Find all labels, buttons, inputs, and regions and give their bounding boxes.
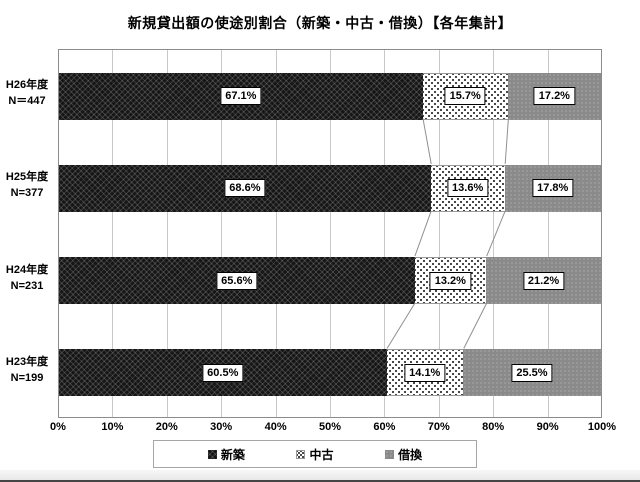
y-label-H24年度: H24年度 N=231 (0, 263, 54, 295)
segment-新築-H25年度: 68.6% (59, 164, 431, 212)
x-tick-80%: 80% (482, 421, 505, 433)
y-label-year: H25年度 (5, 171, 49, 184)
segment-借換-H26年度: 17.2% (507, 72, 601, 120)
legend-box: 新築 中古 借換 (153, 440, 477, 468)
data-label-新築-H25年度: 68.6% (224, 179, 266, 198)
legend-marker-借換 (385, 449, 395, 459)
x-tick-40%: 40% (264, 421, 287, 433)
data-label-中古-H25年度: 13.6% (447, 179, 489, 198)
y-label-n: N＝447 (8, 95, 46, 108)
x-tick-70%: 70% (427, 421, 450, 433)
y-label-year: H26年度 (5, 79, 49, 92)
segment-中古-H23年度: 14.1% (386, 349, 463, 397)
x-tick-60%: 60% (373, 421, 396, 433)
legend-label-新築: 新築 (220, 447, 245, 462)
gridline-70% (438, 50, 440, 417)
stacked-bar-H26年度: 67.1% 15.7% 17.2% (59, 72, 601, 120)
y-label-year: H23年度 (5, 355, 49, 368)
legend-marker-中古 (296, 449, 306, 459)
segment-中古-H24年度: 13.2% (414, 257, 487, 305)
x-tick-10%: 10% (101, 421, 124, 433)
gridline-90% (547, 50, 549, 417)
y-label-year: H24年度 (5, 263, 49, 276)
segment-借換-H25年度: 17.8% (504, 164, 601, 212)
gridline-10% (112, 50, 114, 417)
data-label-新築-H24年度: 65.6% (216, 271, 258, 290)
segment-借換-H24年度: 21.2% (486, 257, 601, 305)
y-label-n: N=199 (10, 371, 44, 384)
y-label-H23年度: H23年度 N=199 (0, 355, 54, 387)
segment-新築-H23年度: 60.5% (59, 349, 387, 397)
x-tick-100%: 100% (587, 421, 617, 433)
x-tick-0%: 0% (50, 421, 66, 433)
y-label-H25年度: H25年度 N=377 (0, 170, 54, 202)
legend-item-新築: 新築 (207, 446, 245, 463)
data-label-中古-H24年度: 13.2% (429, 271, 471, 290)
segment-中古-H25年度: 13.6% (430, 164, 505, 212)
gridline-40% (275, 50, 277, 417)
plot-area: 67.1% 15.7% 17.2% 68.6% 13.6% 17.8% 65.6% 13.2%… (58, 49, 602, 418)
bar-band-H25年度: 68.6% 13.6% 17.8% (59, 142, 601, 234)
data-label-新築-H26年度: 67.1% (220, 87, 262, 106)
segment-借換-H23年度: 25.5% (462, 349, 601, 397)
x-tick-90%: 90% (536, 421, 559, 433)
segment-新築-H24年度: 65.6% (59, 257, 415, 305)
segment-新築-H26年度: 67.1% (59, 72, 423, 120)
y-label-n: N=377 (10, 187, 44, 200)
x-tick-30%: 30% (210, 421, 233, 433)
legend-item-借換: 借換 (385, 446, 422, 463)
gridline-20% (166, 50, 168, 417)
legend-item-中古: 中古 (296, 446, 333, 463)
y-label-n: N=231 (10, 279, 44, 292)
data-label-中古-H26年度: 15.7% (444, 87, 486, 106)
bar-band-H24年度: 65.6% 13.2% 21.2% (59, 235, 601, 327)
stacked-bar-H23年度: 60.5% 14.1% 25.5% (59, 349, 601, 397)
data-label-新築-H23年度: 60.5% (202, 363, 244, 382)
data-label-中古-H23年度: 14.1% (404, 363, 446, 382)
legend-label-中古: 中古 (309, 447, 334, 462)
stacked-bar-H24年度: 65.6% 13.2% 21.2% (59, 257, 601, 305)
data-label-借換-H24年度: 21.2% (522, 271, 565, 290)
chart-title: 新規貸出額の使途別割合（新築・中古・借換）【各年集計】 (127, 15, 513, 31)
x-tick-50%: 50% (318, 421, 342, 433)
gridline-30% (221, 50, 223, 417)
segment-中古-H26年度: 15.7% (422, 72, 508, 120)
gridline-50% (330, 50, 331, 417)
bar-band-H23年度: 60.5% 14.1% 25.5% (59, 327, 601, 419)
bar-band-H26年度: 67.1% 15.7% 17.2% (59, 50, 601, 142)
gridline-60% (384, 50, 386, 417)
legend-marker-新築 (207, 449, 217, 459)
window-bottom-edge (0, 470, 640, 482)
stacked-bar-H25年度: 68.6% 13.6% 17.8% (59, 164, 601, 212)
data-label-借換-H25年度: 17.8% (532, 179, 574, 198)
data-label-借換-H26年度: 17.2% (533, 87, 575, 106)
data-label-借換-H23年度: 25.5% (511, 363, 553, 382)
y-label-H26年度: H26年度 N＝447 (0, 78, 54, 110)
x-tick-20%: 20% (155, 421, 178, 433)
legend-label-借換: 借換 (398, 447, 423, 462)
